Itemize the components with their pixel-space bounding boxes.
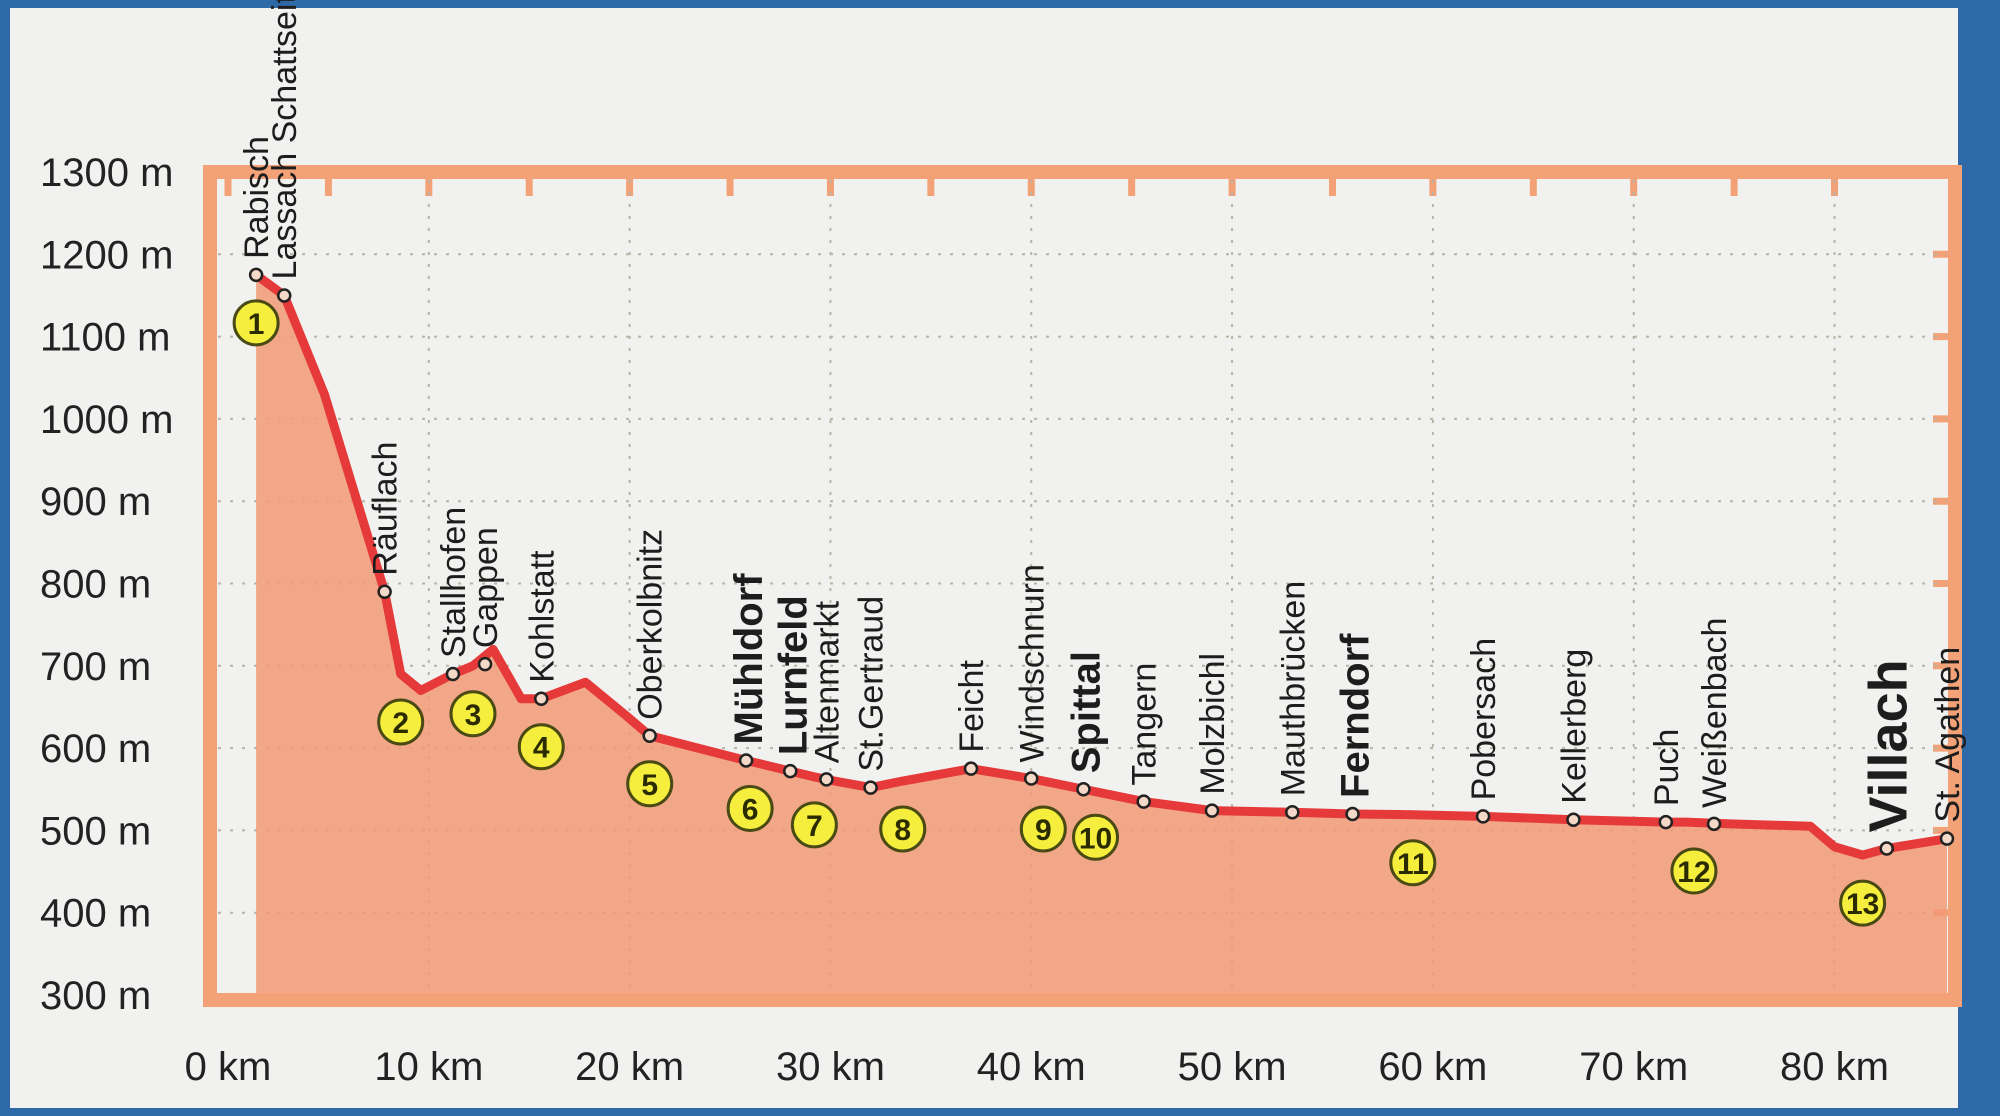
place-label: Weißenbach [1696, 618, 1734, 808]
place-dot [1939, 831, 1955, 846]
stage-marker [790, 801, 838, 849]
place-dot [1136, 794, 1151, 809]
y-tick-label: 700 m [40, 645, 151, 689]
x-tick-label: 40 km [977, 1045, 1086, 1089]
place-dot [1658, 814, 1674, 830]
stage-marker [1019, 805, 1067, 853]
stage-marker [1839, 879, 1887, 927]
place-dot [534, 691, 549, 706]
place-dot [445, 666, 461, 682]
stage-marker [726, 784, 774, 832]
y-tick-label: 500 m [40, 809, 151, 853]
stage-marker [1389, 839, 1437, 887]
place-dot [1475, 809, 1491, 824]
stage-marker [1670, 847, 1718, 895]
x-tick-label: 0 km [185, 1045, 272, 1089]
stage-marker [449, 690, 497, 738]
place-dot [1204, 803, 1220, 818]
place-dot [819, 772, 834, 787]
stage-number: 3 [465, 699, 482, 732]
place-dot [276, 288, 292, 303]
place-label: Rabisch [238, 136, 276, 259]
place-label: Ferndorf [1334, 633, 1378, 798]
stage-number: 8 [894, 814, 911, 847]
x-tick-label: 70 km [1579, 1045, 1688, 1089]
place-dot [738, 753, 754, 768]
place-dot [1076, 782, 1091, 797]
place-dot [1285, 805, 1300, 820]
place-dot [1024, 771, 1039, 786]
stage-marker [232, 299, 280, 347]
place-dot [1566, 812, 1581, 827]
y-tick-label: 400 m [40, 892, 151, 936]
stage-number: 11 [1397, 848, 1429, 881]
y-tick-label: 900 m [40, 480, 151, 524]
place-dot [963, 761, 979, 776]
place-dot [1345, 806, 1360, 822]
stage-number: 4 [533, 732, 550, 765]
stage-number: 7 [806, 810, 823, 843]
stage-number: 9 [1035, 814, 1052, 847]
stage-number: 10 [1079, 822, 1112, 855]
y-tick-label: 300 m [40, 974, 151, 1018]
place-dot [377, 584, 392, 599]
stage-number: 2 [392, 707, 409, 740]
stage-marker [626, 760, 674, 808]
stage-number: 13 [1846, 888, 1879, 921]
y-tick-label: 600 m [40, 727, 151, 771]
place-label: Stallhofen [435, 507, 473, 658]
stage-number: 1 [248, 308, 265, 341]
x-tick-label: 20 km [575, 1045, 684, 1089]
elevation-area [256, 274, 1947, 993]
place-label: Oberkolbnitz [632, 529, 670, 720]
place-label: Puch [1648, 729, 1686, 807]
place-label: Altenmarkt [808, 600, 846, 763]
place-label: Mühldorf [727, 573, 771, 745]
place-label: Lurnfeld [771, 595, 815, 755]
place-label: Tangern [1126, 663, 1164, 786]
y-tick-label: 1300 m [40, 151, 173, 195]
place-label: St.Gertraud [853, 596, 891, 772]
place-label: Mauthbrücken [1274, 581, 1312, 796]
stage-number: 12 [1677, 856, 1710, 889]
place-label: Molzbichl [1194, 653, 1232, 795]
stage-marker [1072, 813, 1120, 861]
y-tick-label: 1100 m [40, 316, 170, 360]
x-tick-label: 60 km [1378, 1045, 1487, 1089]
x-tick-label: 50 km [1178, 1045, 1287, 1089]
stage-marker [879, 805, 927, 853]
x-tick-label: 10 km [374, 1045, 483, 1089]
place-label: Pobersach [1465, 638, 1503, 801]
place-label: Feicht [953, 660, 991, 753]
stage-marker [377, 698, 425, 746]
place-dot [642, 728, 657, 744]
place-dot [783, 763, 798, 779]
y-tick-label: 1000 m [40, 398, 173, 442]
stage-number: 6 [742, 793, 759, 826]
stage-marker [517, 723, 565, 771]
stage-number: 5 [641, 769, 658, 802]
place-label: Villach [1859, 659, 1919, 832]
place-label: Windschnurn [1013, 564, 1051, 762]
place-label: Lassach Schattseite [266, 0, 304, 279]
place-label: Spittal [1064, 651, 1108, 773]
place-dot [1706, 816, 1722, 832]
y-tick-label: 800 m [40, 563, 151, 607]
place-dot [863, 780, 878, 795]
x-tick-label: 30 km [776, 1045, 885, 1089]
place-label: Gappen [467, 527, 505, 648]
place-dot [248, 267, 264, 283]
place-label: Kohlstatt [523, 550, 561, 683]
x-tick-label: 80 km [1780, 1045, 1889, 1089]
place-label: Kellerberg [1555, 649, 1593, 804]
place-dot [1879, 841, 1894, 856]
place-label: Räuflach [367, 442, 405, 576]
place-label: St. Agathen [1929, 647, 1967, 823]
y-tick-label: 1200 m [40, 233, 173, 277]
place-dot [477, 656, 493, 672]
